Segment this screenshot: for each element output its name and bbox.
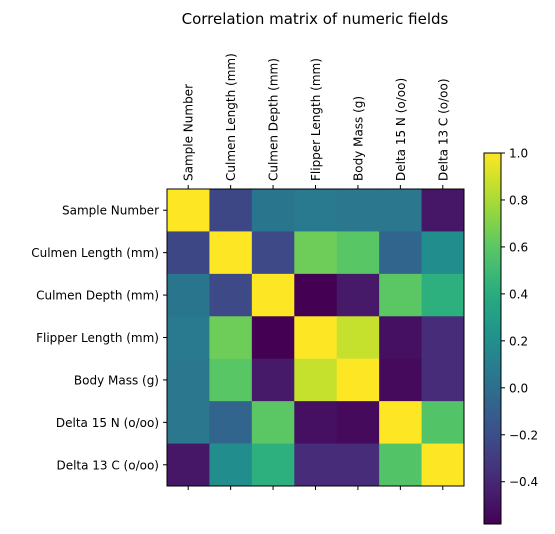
heatmap-cell (252, 316, 295, 359)
heatmap-cell (209, 189, 252, 232)
heatmap-cell (252, 359, 295, 402)
colorbar-tick-label: −0.2 (509, 428, 538, 442)
colorbar-tick-label: 0.8 (509, 193, 528, 207)
x-tick-label: Flipper Length (mm) (309, 58, 323, 181)
heatmap-cell (294, 274, 337, 317)
heatmap-cell (379, 231, 422, 274)
colorbar-tick-label: −0.4 (509, 475, 538, 489)
heatmap-cell (422, 189, 465, 232)
colorbar-tick-label: 0.4 (509, 287, 528, 301)
y-tick-label: Culmen Depth (mm) (36, 289, 159, 303)
heatmap-cell (294, 316, 337, 359)
heatmap-cell (167, 316, 210, 359)
heatmap-cell (209, 401, 252, 444)
x-tick-label: Sample Number (182, 84, 196, 181)
heatmap-cell (294, 231, 337, 274)
y-tick-label: Sample Number (62, 204, 159, 218)
heatmap-cell (167, 231, 210, 274)
heatmap-cell (294, 189, 337, 232)
heatmap-cell (252, 274, 295, 317)
x-tick-label: Delta 15 N (o/oo) (394, 78, 408, 181)
x-tick-label: Body Mass (g) (351, 96, 365, 181)
heatmap-cell (252, 231, 295, 274)
heatmap-cell (209, 444, 252, 487)
colorbar-tick-label: 1.0 (509, 147, 528, 161)
heatmap-cell (337, 274, 380, 317)
heatmap-cell (209, 274, 252, 317)
colorbar-tick-label: 0.2 (509, 334, 528, 348)
heatmap-cell (337, 359, 380, 402)
heatmap-cell (379, 401, 422, 444)
y-tick-label: Body Mass (g) (74, 373, 159, 387)
colorbar-tick-label: 0.0 (509, 381, 528, 395)
heatmap-cell (294, 401, 337, 444)
colorbar-tick-label: 0.6 (509, 240, 528, 254)
y-tick-label: Delta 15 N (o/oo) (56, 416, 159, 430)
heatmap-cell (379, 274, 422, 317)
heatmap-cells (167, 189, 464, 486)
heatmap-cell (379, 444, 422, 487)
heatmap-cell (379, 316, 422, 359)
heatmap-cell (294, 359, 337, 402)
heatmap-cell (252, 401, 295, 444)
heatmap-cell (167, 189, 210, 232)
heatmap-cell (337, 444, 380, 487)
heatmap-cell (422, 359, 465, 402)
x-tick-label: Culmen Depth (mm) (267, 58, 281, 181)
heatmap-cell (337, 316, 380, 359)
heatmap-cell (337, 189, 380, 232)
colorbar: 1.0 0.8 0.6 0.4 0.2 0.0 −0.2 −0.4 (484, 147, 538, 525)
heatmap-cell (167, 401, 210, 444)
y-tick-label: Culmen Length (mm) (31, 246, 159, 260)
x-tick-label: Delta 13 C (o/oo) (436, 78, 450, 181)
heatmap-cell (167, 444, 210, 487)
y-tick-label: Flipper Length (mm) (36, 331, 159, 345)
heatmap-cell (294, 444, 337, 487)
heatmap-cell (167, 274, 210, 317)
x-tick-label: Culmen Length (mm) (224, 53, 238, 181)
heatmap-cell (422, 444, 465, 487)
heatmap-cell (422, 401, 465, 444)
heatmap-cell (337, 401, 380, 444)
heatmap-cell (252, 444, 295, 487)
heatmap-cell (209, 231, 252, 274)
heatmap-cell (379, 359, 422, 402)
heatmap-cell (422, 274, 465, 317)
heatmap-cell (422, 231, 465, 274)
heatmap-cell (209, 316, 252, 359)
colorbar-gradient (484, 153, 501, 524)
y-tick-label: Delta 13 C (o/oo) (56, 458, 159, 472)
y-axis-ticks: Sample Number Culmen Length (mm) Culmen De… (31, 204, 167, 473)
heatmap-cell (209, 359, 252, 402)
heatmap-cell (422, 316, 465, 359)
heatmap-cell (337, 231, 380, 274)
heatmap-cell (252, 189, 295, 232)
heatmap-cell (379, 189, 422, 232)
heatmap-cell (167, 359, 210, 402)
chart-title: Correlation matrix of numeric fields (182, 10, 449, 28)
